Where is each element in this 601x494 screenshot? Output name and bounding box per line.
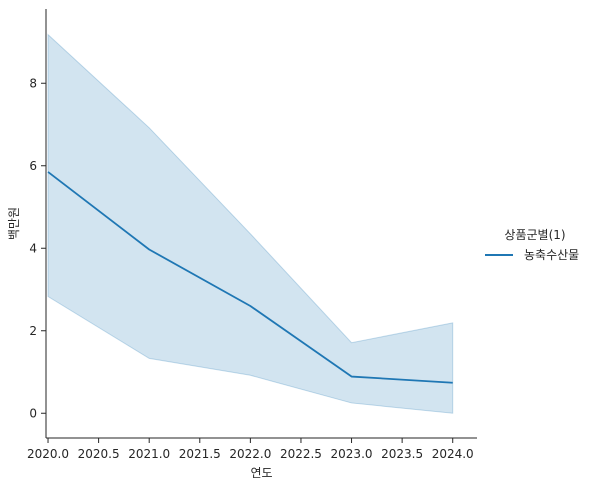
x-tick-label: 2024.0 [432,447,474,461]
x-tick-label: 2020.5 [78,447,120,461]
y-tick-label: 8 [29,76,37,90]
legend-entry-label: 농축수산물 [524,248,579,262]
y-tick-label: 6 [29,159,37,173]
x-tick-label: 2023.5 [381,447,423,461]
x-axis-label: 연도 [250,466,272,480]
x-tick-label: 2023.0 [331,447,373,461]
confidence-band-layer [48,35,453,414]
y-axis-label: 백만원 [7,207,21,240]
x-tick-label: 2021.0 [128,447,170,461]
legend: 상품군별(1) 농축수산물 [485,228,579,262]
x-tick-label: 2021.5 [179,447,221,461]
legend-title: 상품군별(1) [504,228,565,242]
confidence-band [48,35,453,414]
x-tick-label: 2020.0 [27,447,69,461]
y-tick-label: 4 [29,241,37,255]
y-tick-label: 0 [29,406,37,420]
x-tick-label: 2022.0 [229,447,271,461]
x-ticks: 2020.0 2020.5 2021.0 2021.5 2022.0 2022.5 2023… [27,438,474,461]
y-ticks: 0 2 4 6 8 [29,76,46,420]
x-tick-label: 2022.5 [280,447,322,461]
y-tick-label: 2 [29,324,37,338]
